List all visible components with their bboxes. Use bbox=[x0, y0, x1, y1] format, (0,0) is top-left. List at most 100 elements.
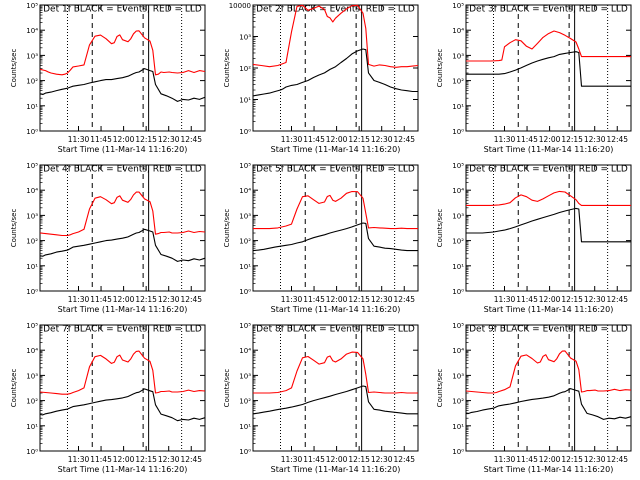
y-axis-label: Counts/sec bbox=[223, 49, 231, 88]
y-tick-label: 10³ bbox=[239, 34, 251, 42]
events-series-line bbox=[39, 388, 206, 422]
y-tick-label: 10⁵ bbox=[452, 2, 464, 10]
y-tick-label: 10¹ bbox=[452, 263, 464, 271]
y-tick-label: 10⁴ bbox=[452, 27, 464, 35]
y-tick-label: 10² bbox=[239, 238, 251, 246]
x-tick-label: 12:45 bbox=[180, 455, 202, 464]
panel-det-9: Det 9f BLACK = Events, RED = LLD 10⁰ 10¹ 10… bbox=[436, 322, 632, 474]
x-tick-label: 12:00 bbox=[113, 135, 135, 144]
x-tick-label: 12:00 bbox=[113, 455, 135, 464]
x-tick-label: 12:15 bbox=[561, 295, 583, 304]
events-series-line bbox=[252, 385, 418, 415]
y-tick-label: 10¹ bbox=[452, 423, 464, 431]
panel-title: Det 7f BLACK = Events, RED = LLD bbox=[43, 325, 202, 335]
y-axis-label: Counts/sec bbox=[436, 209, 444, 248]
y-tick-label: 10⁴ bbox=[239, 187, 251, 195]
x-axis-label: Start Time (11-Mar-14 11:16:20) bbox=[484, 305, 614, 314]
x-tick-label: 12:15 bbox=[135, 455, 157, 464]
x-tick-label: 12:30 bbox=[584, 455, 606, 464]
y-axis-label: Counts/sec bbox=[223, 209, 231, 248]
lld-series-line bbox=[252, 4, 419, 68]
y-tick-label: 10³ bbox=[26, 52, 38, 60]
x-tick-label: 12:00 bbox=[326, 455, 348, 464]
x-tick-label: 12:15 bbox=[348, 295, 370, 304]
lld-series-line bbox=[253, 190, 418, 230]
y-tick-label: 10⁰ bbox=[452, 448, 464, 456]
x-axis-label: Start Time (11-Mar-14 11:16:20) bbox=[58, 305, 188, 314]
x-tick-label: 12:30 bbox=[158, 135, 180, 144]
x-tick-label: 12:45 bbox=[180, 135, 202, 144]
x-tick-label: 12:45 bbox=[606, 135, 628, 144]
x-tick-label: 12:30 bbox=[158, 295, 180, 304]
panel-title: Det 9f BLACK = Events, RED = LLD bbox=[469, 325, 628, 335]
y-tick-label: 10⁰ bbox=[239, 288, 251, 296]
y-tick-label: 10³ bbox=[452, 52, 464, 60]
events-series-line bbox=[39, 228, 206, 262]
lld-series-line bbox=[39, 30, 206, 76]
x-tick-label: 11:45 bbox=[303, 135, 325, 144]
x-tick-label: 12:30 bbox=[584, 295, 606, 304]
x-tick-label: 12:00 bbox=[539, 455, 561, 464]
x-tick-label: 12:00 bbox=[539, 295, 561, 304]
y-tick-label: 10⁴ bbox=[26, 347, 38, 355]
panel-title: Det 8f BLACK = Events, RED = LLD bbox=[256, 325, 415, 335]
y-tick-label: 10³ bbox=[26, 372, 38, 380]
x-tick-label: 11:30 bbox=[281, 135, 303, 144]
y-tick-label: 10⁰ bbox=[452, 128, 464, 136]
plot-frame bbox=[252, 164, 419, 292]
y-tick-label: 10⁰ bbox=[239, 448, 251, 456]
y-tick-label: 10² bbox=[26, 78, 38, 86]
x-tick-label: 12:15 bbox=[561, 455, 583, 464]
y-tick-label: 10¹ bbox=[239, 97, 251, 105]
y-tick-label: 10¹ bbox=[239, 263, 251, 271]
x-tick-label: 12:45 bbox=[393, 135, 415, 144]
y-tick-label: 10⁴ bbox=[26, 27, 38, 35]
y-tick-label: 10¹ bbox=[452, 103, 464, 111]
plot-frame bbox=[39, 324, 206, 452]
x-axis-label: Start Time (11-Mar-14 11:16:20) bbox=[58, 145, 188, 154]
y-tick-label: 10000 bbox=[229, 2, 251, 10]
x-tick-label: 12:15 bbox=[135, 295, 157, 304]
events-series-line bbox=[465, 388, 632, 420]
y-tick-label: 10⁰ bbox=[26, 288, 38, 296]
x-axis-label: Start Time (11-Mar-14 11:16:20) bbox=[484, 465, 614, 474]
panel-det-7: Det 7f BLACK = Events, RED = LLD 10⁰ 10¹ 10… bbox=[10, 322, 206, 474]
panel-det-4: Det 4f BLACK = Events, RED = LLD 10⁰ 10¹ 10… bbox=[10, 162, 206, 314]
y-tick-label: 10³ bbox=[26, 212, 38, 220]
x-tick-label: 11:45 bbox=[90, 135, 112, 144]
events-series-line bbox=[466, 51, 631, 87]
x-tick-label: 12:30 bbox=[371, 135, 393, 144]
y-tick-label: 10² bbox=[239, 65, 251, 73]
y-tick-label: 10² bbox=[239, 398, 251, 406]
x-tick-label: 11:30 bbox=[68, 455, 90, 464]
lld-series-line bbox=[253, 351, 418, 394]
x-tick-label: 12:15 bbox=[348, 135, 370, 144]
y-tick-label: 10⁰ bbox=[26, 128, 38, 136]
x-tick-label: 12:30 bbox=[371, 295, 393, 304]
y-axis-label: Counts/sec bbox=[10, 369, 18, 408]
y-tick-label: 10⁰ bbox=[452, 288, 464, 296]
y-tick-label: 10³ bbox=[452, 372, 464, 380]
x-tick-label: 12:15 bbox=[135, 135, 157, 144]
panel-det-3: Det 3f BLACK = Events, RED = LLD 10⁰ 10¹ 10… bbox=[436, 2, 632, 154]
x-tick-label: 12:00 bbox=[113, 295, 135, 304]
panel-title: Det 2f BLACK = Events, RED = LLD bbox=[256, 5, 415, 15]
x-axis-label: Start Time (11-Mar-14 11:16:20) bbox=[271, 305, 401, 314]
y-tick-label: 10⁵ bbox=[239, 322, 251, 330]
x-tick-label: 12:00 bbox=[539, 135, 561, 144]
panel-det-1: Det 1f BLACK = Events, RED = LLD 10⁰ 10¹ 10… bbox=[10, 2, 206, 154]
panel-det-8: Det 8f BLACK = Events, RED = LLD 10⁰ 10¹ 10… bbox=[223, 322, 419, 474]
x-axis-label: Start Time (11-Mar-14 11:16:20) bbox=[271, 465, 401, 474]
x-axis-label: Start Time (11-Mar-14 11:16:20) bbox=[484, 145, 614, 154]
x-tick-label: 11:30 bbox=[281, 455, 303, 464]
y-axis-label: Counts/sec bbox=[10, 209, 18, 248]
x-tick-label: 11:45 bbox=[516, 295, 538, 304]
plot-frame bbox=[39, 164, 206, 292]
y-tick-label: 10⁰ bbox=[26, 448, 38, 456]
panel-title: Det 3f BLACK = Events, RED = LLD bbox=[469, 5, 628, 15]
y-tick-label: 10⁵ bbox=[452, 322, 464, 330]
lld-series-line bbox=[39, 350, 206, 395]
y-tick-label: 10⁴ bbox=[452, 187, 464, 195]
y-axis-label: Counts/sec bbox=[436, 49, 444, 88]
